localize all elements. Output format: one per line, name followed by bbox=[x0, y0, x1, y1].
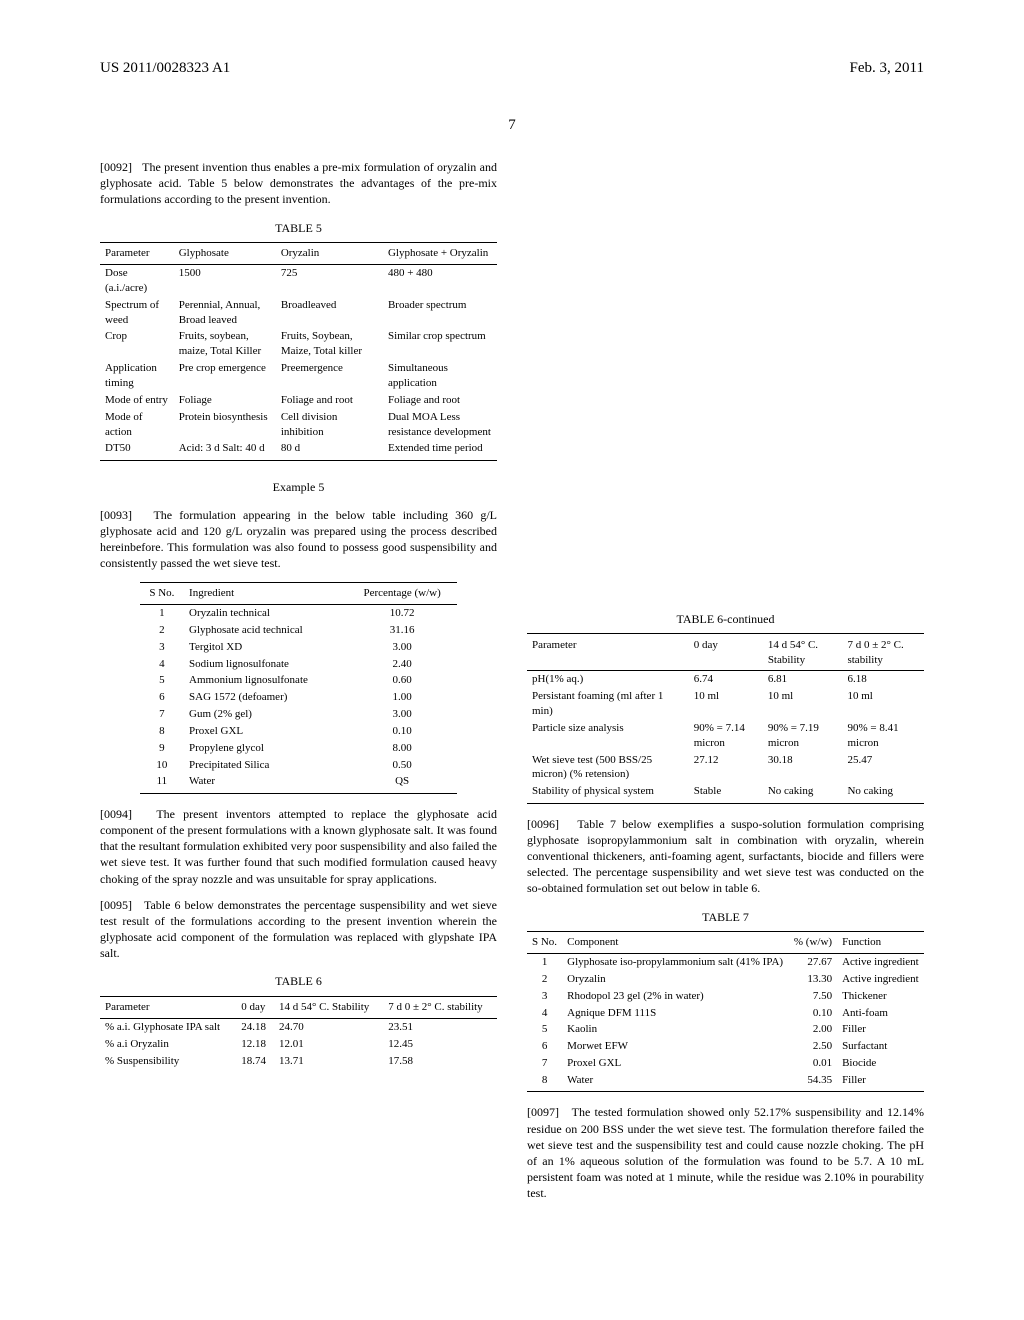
para-0092: [0092] The present invention thus enable… bbox=[100, 159, 497, 208]
para-0096: [0096] Table 7 below exemplifies a suspo… bbox=[527, 816, 924, 897]
patent-id: US 2011/0028323 A1 bbox=[100, 60, 230, 77]
table5-title: TABLE 5 bbox=[100, 220, 497, 236]
table6: Parameter 0 day 14 d 54° C. Stability 7 … bbox=[100, 996, 497, 1070]
page-header: US 2011/0028323 A1 Feb. 3, 2011 bbox=[100, 60, 924, 77]
ingredient-table: S No. Ingredient Percentage (w/w) 1Oryza… bbox=[140, 582, 458, 794]
para-0095: [0095] Table 6 below demonstrates the pe… bbox=[100, 897, 497, 962]
table7-title: TABLE 7 bbox=[527, 909, 924, 925]
table6-continued: Parameter 0 day 14 d 54° C. Stability 7 … bbox=[527, 633, 924, 803]
para-0093: [0093] The formulation appearing in the … bbox=[100, 507, 497, 572]
right-column: TABLE 6-continued Parameter 0 day 14 d 5… bbox=[527, 159, 924, 1211]
para-0097: [0097] The tested formulation showed onl… bbox=[527, 1104, 924, 1201]
page-number: 7 bbox=[100, 117, 924, 134]
table7: S No. Component % (w/w) Function 1Glypho… bbox=[527, 931, 924, 1093]
para-0094: [0094] The present inventors attempted t… bbox=[100, 806, 497, 887]
table5: Parameter Glyphosate Oryzalin Glyphosate… bbox=[100, 242, 497, 461]
patent-date: Feb. 3, 2011 bbox=[850, 60, 924, 77]
left-column: [0092] The present invention thus enable… bbox=[100, 159, 497, 1211]
table6-title: TABLE 6 bbox=[100, 973, 497, 989]
example5-title: Example 5 bbox=[100, 479, 497, 495]
table6cont-title: TABLE 6-continued bbox=[527, 611, 924, 627]
